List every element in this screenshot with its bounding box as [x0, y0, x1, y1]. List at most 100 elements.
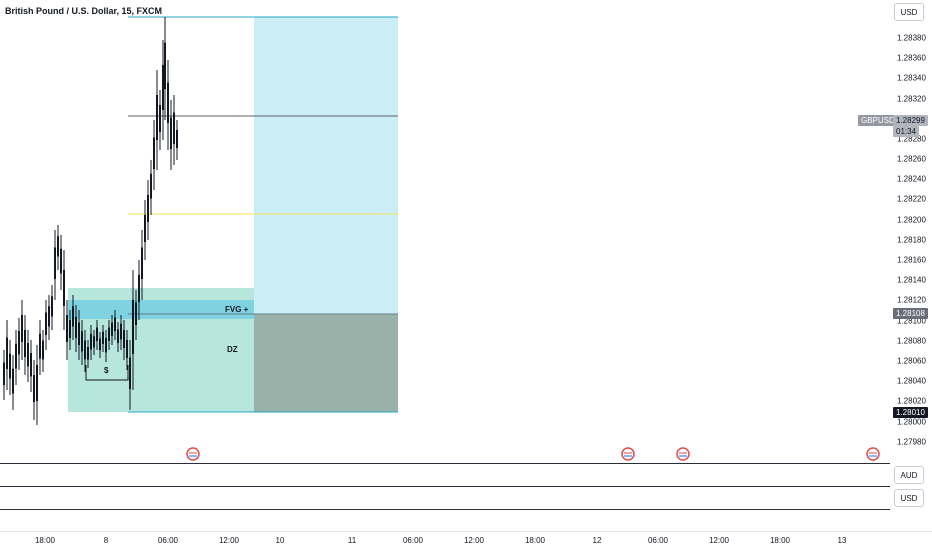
- candle-body: [147, 195, 149, 222]
- price-tick: 1.28240: [897, 174, 926, 184]
- candle-body: [54, 247, 56, 279]
- candle-body: [114, 317, 116, 331]
- price-marker-tag: 1.28010: [893, 407, 928, 418]
- candle-body: [57, 236, 59, 257]
- price-tick: 1.28020: [897, 396, 926, 406]
- pane-separator[interactable]: [0, 509, 890, 510]
- candle-body: [150, 173, 152, 199]
- candle-body: [117, 329, 119, 343]
- price-tick: 1.28380: [897, 33, 926, 43]
- candle-body: [120, 323, 122, 340]
- price-tick: 1.28120: [897, 295, 926, 305]
- time-tick: 18:00: [524, 536, 546, 545]
- economic-event-icon[interactable]: [186, 447, 200, 461]
- candle-body: [42, 340, 44, 360]
- price-tick: 1.28360: [897, 53, 926, 63]
- candle-body: [123, 330, 125, 348]
- candle-body: [105, 338, 107, 353]
- time-tick: 10: [275, 536, 285, 545]
- candle-body: [87, 347, 89, 360]
- candle-body: [138, 275, 140, 302]
- candle-body: [111, 322, 113, 336]
- candle-body: [176, 130, 178, 148]
- candle-body: [63, 270, 65, 306]
- liquidity-label[interactable]: $: [104, 366, 109, 375]
- price-tick: 1.28160: [897, 255, 926, 265]
- candle-body: [75, 316, 77, 338]
- chart-title: British Pound / U.S. Dollar, 15, FXCM: [5, 6, 163, 16]
- price-tick: 1.28220: [897, 194, 926, 204]
- economic-event-icon[interactable]: [676, 447, 690, 461]
- candle-body: [33, 375, 35, 402]
- candle-body: [15, 343, 17, 369]
- pane-separator[interactable]: [0, 463, 890, 464]
- liquidity-bracket: [85, 365, 129, 381]
- currency-button-pane-2[interactable]: USD: [894, 489, 924, 507]
- price-tick: 1.28180: [897, 235, 926, 245]
- price-tick: 1.28140: [897, 275, 926, 285]
- candle-body: [170, 117, 172, 149]
- time-tick: 12:00: [463, 536, 485, 545]
- fvg-label[interactable]: FVG +: [225, 305, 249, 314]
- candle-body: [153, 137, 155, 169]
- time-tick: 18:00: [769, 536, 791, 545]
- time-tick: 11: [347, 536, 357, 545]
- price-tick: 1.28320: [897, 94, 926, 104]
- candle-body: [6, 337, 8, 369]
- candle-body: [9, 353, 11, 379]
- candle-body: [18, 331, 20, 355]
- candle-body: [144, 215, 146, 242]
- candle-body: [81, 331, 83, 352]
- time-tick: 06:00: [647, 536, 669, 545]
- time-tick: 12:00: [218, 536, 240, 545]
- candle-body: [72, 306, 74, 327]
- stop-zone: [254, 314, 398, 412]
- target-zone: [254, 17, 398, 314]
- price-tick: 1.28340: [897, 73, 926, 83]
- symbol-tag: GBPUSD: [858, 115, 898, 126]
- price-tick: 1.28260: [897, 154, 926, 164]
- candle-body: [99, 338, 101, 351]
- price-marker-tag: 1.28108: [893, 308, 928, 319]
- price-tick: 1.28200: [897, 215, 926, 225]
- price-tick: 1.27980: [897, 437, 926, 447]
- price-tick: 1.28100: [897, 316, 926, 326]
- currency-button-pane-1[interactable]: AUD: [894, 466, 924, 484]
- time-tick: 12: [592, 536, 602, 545]
- price-tick: 1.28280: [897, 134, 926, 144]
- price-tick: 1.28060: [897, 356, 926, 366]
- candle-body: [51, 296, 53, 317]
- time-tick: 18:00: [34, 536, 56, 545]
- economic-event-icon[interactable]: [866, 447, 880, 461]
- candle-body: [141, 247, 143, 279]
- candle-body: [36, 365, 38, 401]
- pane-separator[interactable]: [0, 486, 890, 487]
- candle-body: [66, 315, 68, 342]
- dz-label[interactable]: DZ: [227, 345, 238, 354]
- currency-button-main[interactable]: USD: [894, 3, 924, 21]
- candle-body: [132, 300, 134, 354]
- candle-body: [30, 353, 32, 377]
- candle-body: [27, 343, 29, 367]
- candle-body: [102, 331, 104, 344]
- time-tick: 12:00: [708, 536, 730, 545]
- candle-body: [45, 312, 47, 335]
- candle-body: [126, 340, 128, 358]
- candle-body: [39, 333, 41, 359]
- candle-body: [129, 357, 131, 389]
- candle-body: [135, 302, 137, 325]
- candle-body: [69, 320, 71, 338]
- candle-body: [162, 65, 164, 110]
- candle-body: [108, 327, 110, 341]
- economic-event-icon[interactable]: [621, 447, 635, 461]
- candle-body: [84, 340, 86, 360]
- candle-body: [90, 333, 92, 350]
- price-tick: 1.28080: [897, 336, 926, 346]
- candles: [3, 17, 178, 425]
- candle-body: [96, 327, 98, 341]
- countdown-tag: 01:34: [893, 126, 920, 137]
- candle-body: [3, 362, 5, 385]
- candle-body: [48, 306, 50, 327]
